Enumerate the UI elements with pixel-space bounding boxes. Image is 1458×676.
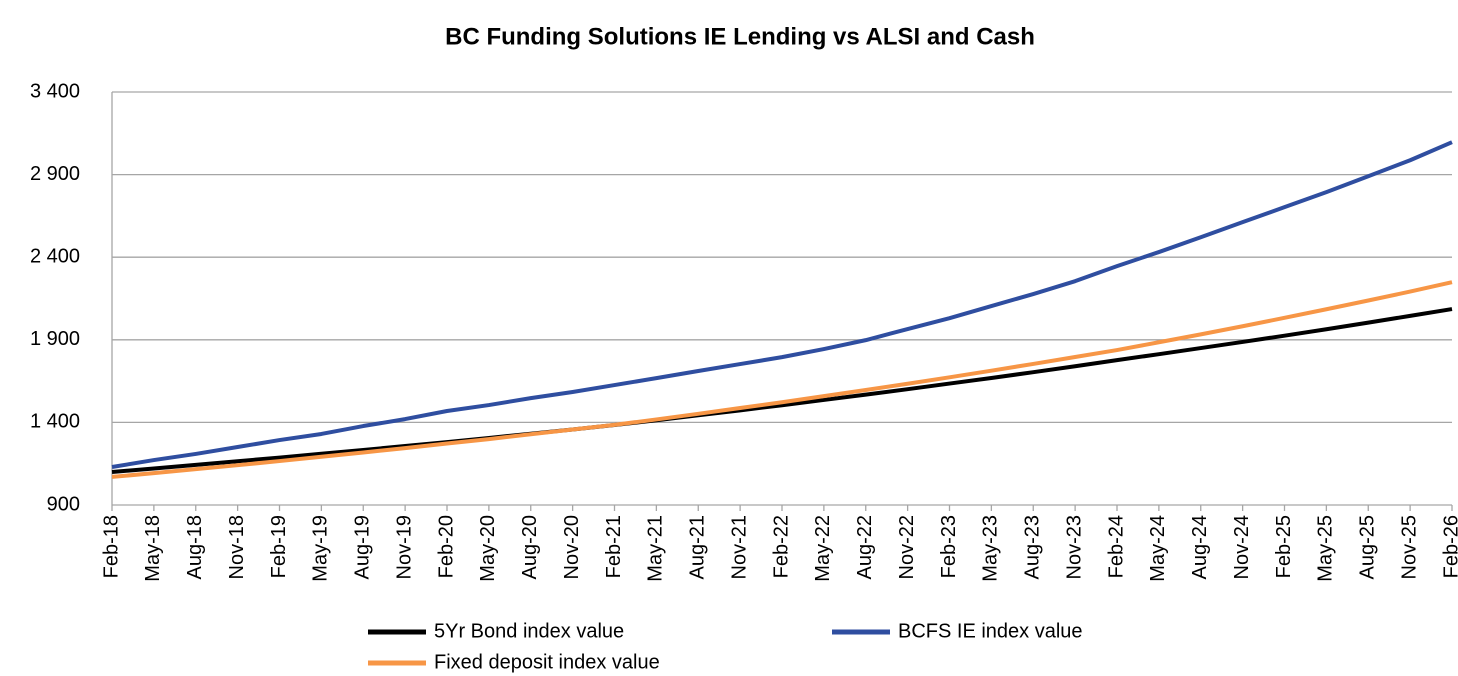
x-tick-label: Nov-18 bbox=[226, 515, 248, 579]
x-tick-label: Feb-19 bbox=[268, 515, 290, 578]
x-tick-label: May-18 bbox=[142, 515, 164, 582]
x-tick-label: Nov-20 bbox=[561, 515, 583, 579]
legend-label: BCFS IE index value bbox=[898, 620, 1083, 642]
x-tick-label: Aug-18 bbox=[184, 515, 206, 580]
legend-label: 5Yr Bond index value bbox=[434, 620, 624, 642]
x-tick-label: Aug-22 bbox=[854, 515, 876, 580]
x-tick-label: Nov-21 bbox=[728, 515, 750, 579]
x-tick-label: May-20 bbox=[477, 515, 499, 582]
x-tick-label: Feb-18 bbox=[100, 515, 122, 578]
x-tick-label: May-23 bbox=[980, 515, 1002, 582]
x-tick-label: Nov-25 bbox=[1398, 515, 1420, 579]
x-tick-label: Aug-20 bbox=[519, 515, 541, 580]
x-tick-label: Feb-24 bbox=[1105, 515, 1127, 578]
series-line bbox=[111, 140, 1453, 469]
x-tick-label: Aug-21 bbox=[687, 515, 709, 580]
x-tick-label: May-24 bbox=[1147, 515, 1169, 582]
x-tick-label: Feb-20 bbox=[435, 515, 457, 578]
x-tick-label: Feb-26 bbox=[1440, 515, 1458, 578]
x-tick-label: Aug-23 bbox=[1022, 515, 1044, 580]
x-tick-label: Feb-21 bbox=[603, 515, 625, 578]
x-tick-label: Feb-23 bbox=[938, 515, 960, 578]
x-tick-label: May-22 bbox=[812, 515, 834, 582]
x-tick-label: Nov-23 bbox=[1063, 515, 1085, 579]
x-tick-label: Aug-19 bbox=[352, 515, 374, 580]
series-line bbox=[111, 307, 1453, 474]
y-tick-label: 2 900 bbox=[30, 163, 80, 185]
legend-label: Fixed deposit index value bbox=[434, 651, 660, 673]
x-tick-label: Nov-22 bbox=[896, 515, 918, 579]
x-tick-label: May-21 bbox=[645, 515, 667, 582]
y-tick-label: 1 400 bbox=[30, 411, 80, 433]
x-tick-label: Aug-24 bbox=[1189, 515, 1211, 580]
y-tick-label: 2 400 bbox=[30, 245, 80, 267]
x-tick-label: Nov-24 bbox=[1231, 515, 1253, 579]
series-line bbox=[111, 280, 1453, 479]
x-tick-label: May-25 bbox=[1315, 515, 1337, 582]
y-tick-label: 1 900 bbox=[30, 328, 80, 350]
x-tick-label: Feb-25 bbox=[1273, 515, 1295, 578]
x-tick-label: Nov-19 bbox=[393, 515, 415, 579]
chart-title: BC Funding Solutions IE Lending vs ALSI … bbox=[445, 23, 1035, 50]
x-tick-label: Aug-25 bbox=[1357, 515, 1379, 580]
y-tick-label: 3 400 bbox=[30, 80, 80, 102]
x-tick-label: Feb-22 bbox=[770, 515, 792, 578]
y-tick-label: 900 bbox=[47, 493, 80, 515]
x-tick-label: May-19 bbox=[310, 515, 332, 582]
